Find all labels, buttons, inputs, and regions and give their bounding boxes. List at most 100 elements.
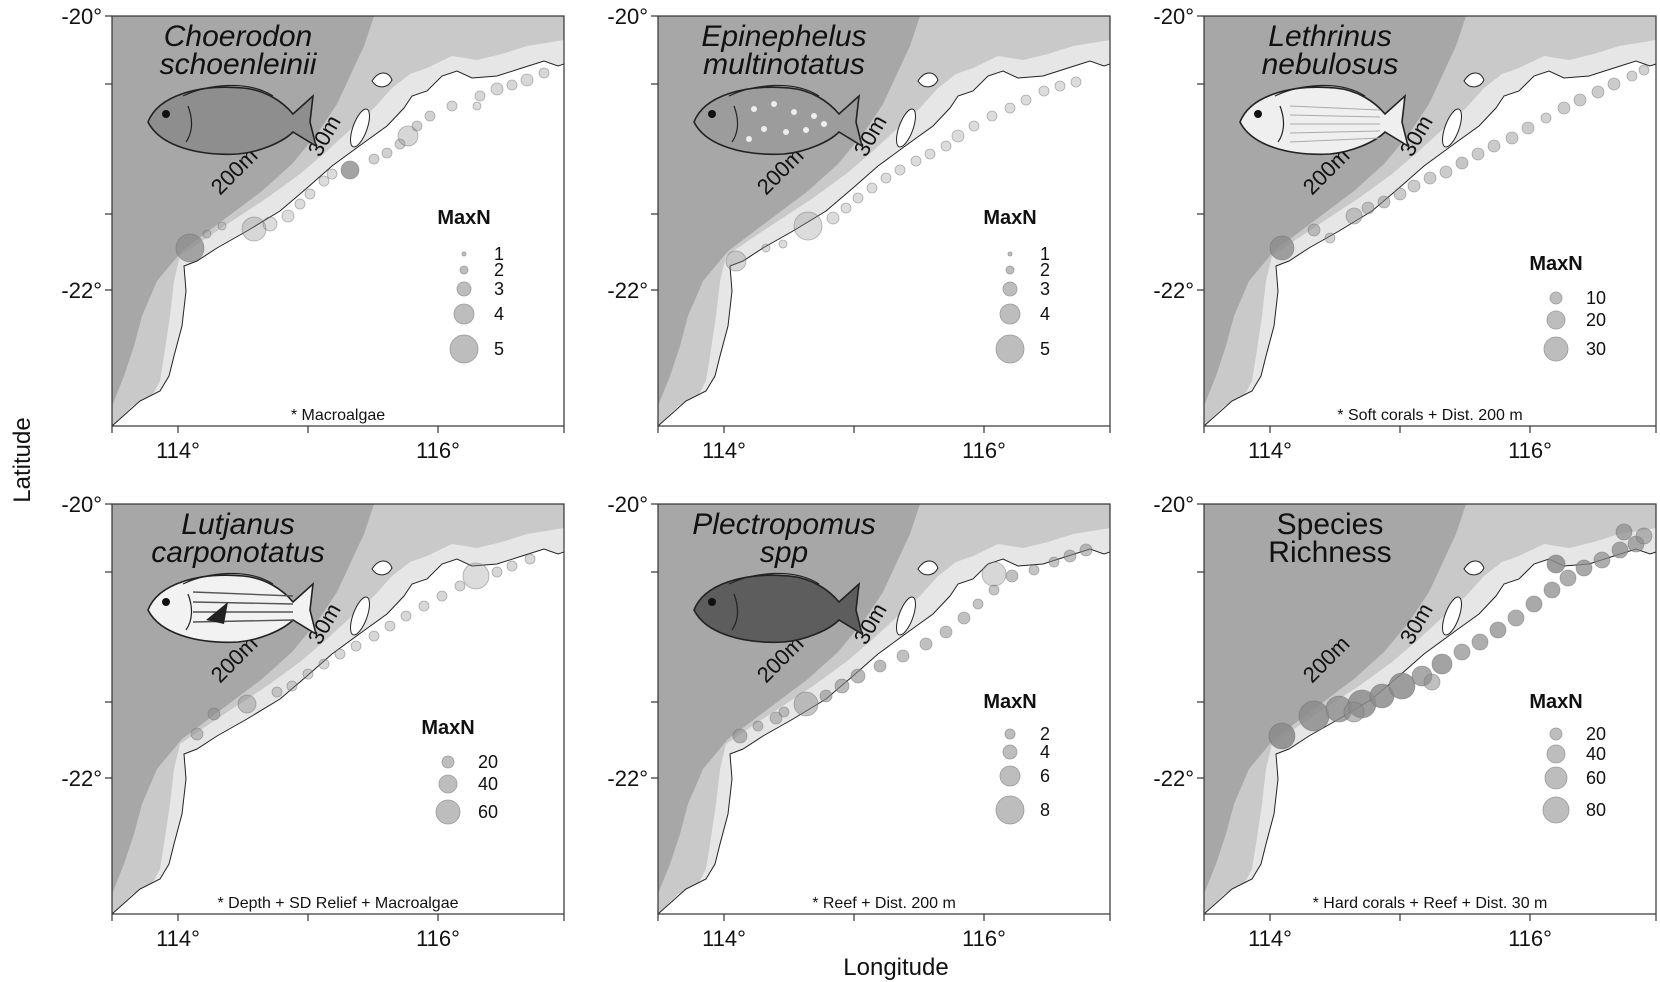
site-bubble [286, 680, 298, 692]
legend-label: 3 [494, 279, 504, 299]
legend-symbol [459, 265, 469, 275]
site-bubble [873, 659, 887, 673]
model-annotation: * Reef + Dist. 200 m [812, 895, 956, 912]
site-bubble [1540, 112, 1552, 124]
legend-symbol [995, 795, 1025, 825]
x-tick-label: 116° [962, 438, 1006, 463]
site-bubble [732, 728, 748, 744]
site-bubble [304, 188, 316, 200]
site-bubble [896, 649, 910, 663]
site-bubble [350, 640, 362, 652]
map-frame [111, 503, 565, 915]
site-bubble [1345, 207, 1363, 225]
map-panel-1: -20°-22°114° 116°200m30mChoerodonschoenle… [61, 4, 565, 463]
x-tick-label: 116° [1508, 926, 1552, 951]
site-bubble [793, 211, 823, 241]
legend-symbol [1546, 744, 1566, 764]
species-title-line-2: multinotatus [703, 48, 865, 81]
site-bubble [294, 198, 306, 210]
coastline-land [112, 60, 564, 426]
site-bubble [1393, 187, 1407, 201]
site-bubble [318, 175, 330, 187]
site-bubble [981, 561, 1007, 587]
map-area [658, 504, 1110, 914]
site-bubble [1615, 523, 1633, 541]
species-title-line-1: Epinephelus [701, 20, 866, 53]
site-bubble [972, 598, 984, 610]
site-bubble [1471, 633, 1489, 651]
site-bubble [957, 611, 971, 625]
coastline-land [658, 60, 1110, 426]
site-bubble [1489, 621, 1507, 639]
legend-label: 5 [494, 339, 504, 359]
site-bubble [175, 233, 205, 263]
y-tick-label: -20° [1153, 492, 1194, 517]
site-bubble [1377, 195, 1391, 209]
site-bubble [400, 610, 412, 622]
legend-label: 60 [478, 802, 498, 822]
site-bubble [394, 138, 406, 150]
map-frame [657, 15, 1111, 427]
site-bubble [326, 168, 338, 180]
site-bubble [761, 243, 771, 253]
site-bubble [318, 658, 330, 670]
model-annotation: * Depth + SD Relief + Macroalgae [217, 895, 458, 912]
legend-label: 10 [1586, 288, 1606, 308]
legend-symbol [438, 774, 458, 794]
cape-land [917, 72, 939, 88]
site-bubble [1525, 595, 1543, 613]
site-bubble [1575, 559, 1593, 577]
site-bubble [1020, 94, 1032, 106]
site-bubble [1573, 93, 1587, 107]
x-axis-title: Longitude [843, 954, 948, 981]
y-tick-label: -22° [607, 766, 648, 791]
map-panel-2: -20°-22°114° 116°200m30mEpinephelusmultin… [607, 4, 1111, 463]
x-tick-label: 116° [1508, 438, 1552, 463]
species-title-line-2: Richness [1268, 536, 1391, 569]
legend-label: 2 [494, 260, 504, 280]
site-bubble [778, 706, 790, 718]
site-bubble [271, 686, 283, 698]
site-bubble [368, 630, 380, 642]
site-bubble [1324, 232, 1336, 244]
x-tick-label: 114° [702, 438, 746, 463]
legend-symbol [999, 303, 1021, 325]
legend-symbol [1549, 291, 1563, 305]
site-bubble [1559, 569, 1577, 587]
site-bubble [1361, 201, 1375, 215]
legend-title: MaxN [983, 691, 1036, 713]
map-frame [1203, 15, 1657, 427]
site-bubble [1507, 609, 1525, 627]
x-tick-label: 116° [416, 926, 460, 951]
cape-land [917, 560, 939, 576]
map-panel-5: -20°-22°114° 116°200m30mPlectropomussppMa… [607, 492, 1111, 951]
site-bubble [472, 101, 482, 111]
legend-title: MaxN [437, 207, 490, 229]
legend-label: 4 [1040, 742, 1050, 762]
legend-label: 40 [1586, 744, 1606, 764]
site-bubble [1038, 85, 1050, 97]
site-bubble [793, 691, 819, 717]
legend-symbol [1002, 744, 1018, 760]
lutjanus-fish-icon [147, 572, 318, 644]
site-bubble [968, 120, 980, 132]
legend-symbol [449, 334, 479, 364]
legend-symbol [995, 334, 1025, 364]
legend-symbol [441, 755, 455, 769]
legend-symbol [1004, 728, 1016, 740]
island [896, 596, 916, 636]
site-bubble [538, 67, 550, 79]
site-bubble [769, 711, 783, 725]
legend-label: 20 [1586, 724, 1606, 744]
site-bubble [866, 182, 878, 194]
legend-symbol [1549, 727, 1563, 741]
site-bubble [1307, 223, 1321, 237]
site-bubble [1635, 527, 1653, 545]
site-bubble [1054, 80, 1066, 92]
site-bubble [1028, 564, 1040, 576]
site-bubble [424, 110, 436, 122]
legend-symbol [1002, 281, 1018, 297]
y-tick-label: -20° [1153, 4, 1194, 29]
site-bubble [262, 216, 278, 232]
legend-label: 20 [478, 752, 498, 772]
